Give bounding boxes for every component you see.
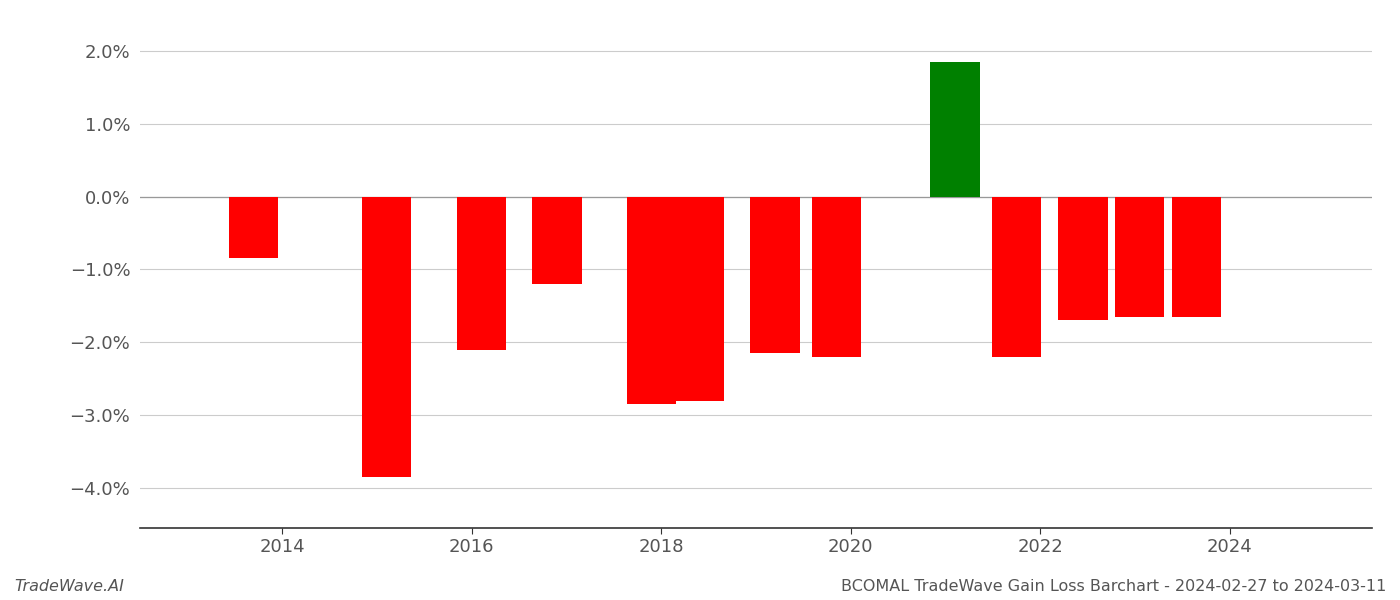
Bar bbox=[532, 197, 581, 284]
Bar bbox=[1172, 197, 1221, 317]
Bar bbox=[931, 62, 980, 197]
Text: BCOMAL TradeWave Gain Loss Barchart - 2024-02-27 to 2024-03-11: BCOMAL TradeWave Gain Loss Barchart - 20… bbox=[840, 579, 1386, 594]
Bar bbox=[1058, 197, 1107, 320]
Bar bbox=[456, 197, 505, 349]
Bar bbox=[750, 197, 799, 353]
Bar bbox=[361, 197, 412, 477]
Bar bbox=[230, 197, 279, 259]
Bar bbox=[675, 197, 724, 401]
Bar bbox=[812, 197, 861, 357]
Bar bbox=[627, 197, 676, 404]
Bar bbox=[1116, 197, 1165, 317]
Text: TradeWave.AI: TradeWave.AI bbox=[14, 579, 123, 594]
Bar bbox=[993, 197, 1042, 357]
